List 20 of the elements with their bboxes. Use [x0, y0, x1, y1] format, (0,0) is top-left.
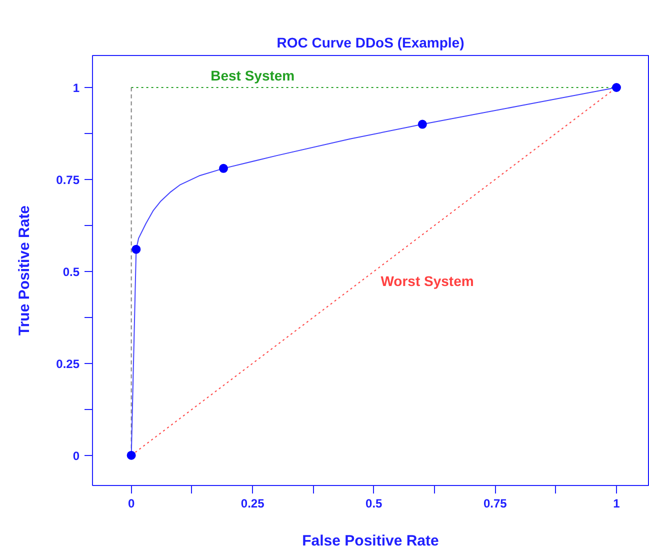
- point: [612, 83, 621, 92]
- point: [218, 164, 228, 173]
- series-label: Best System: [210, 68, 295, 84]
- chart-title: ROC Curve DDoS (Example): [276, 34, 464, 50]
- y-axis-title: True Positive Rate: [16, 205, 34, 336]
- x-tick-label: 0: [128, 496, 135, 510]
- series-label: Worst System: [380, 272, 474, 289]
- x-axis-title: False Positive Rate: [302, 532, 439, 550]
- x-tick-label: 0.75: [484, 496, 508, 510]
- point: [418, 120, 427, 129]
- y-tick-label: 0.75: [56, 172, 80, 187]
- y-tick-label: 1: [72, 81, 80, 95]
- point: [126, 450, 136, 460]
- x-tick-label: 1: [613, 496, 620, 510]
- x-tick-label: 0.5: [366, 496, 383, 510]
- y-tick-label: 0: [72, 448, 80, 463]
- y-tick-label: 0.5: [62, 264, 80, 279]
- y-tick-label: 0.25: [56, 356, 80, 371]
- x-tick-label: 0.25: [240, 496, 265, 510]
- point: [132, 244, 141, 254]
